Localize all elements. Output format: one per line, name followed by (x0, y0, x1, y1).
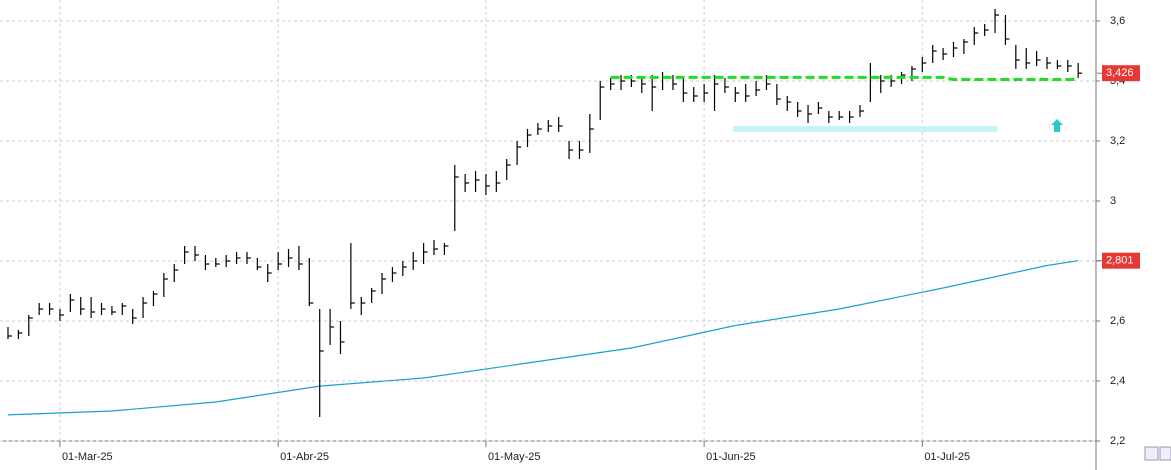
price-label-box (1102, 65, 1140, 82)
y-tick-label: 2,4 (1110, 375, 1125, 387)
up-arrow (1051, 119, 1063, 132)
y-tick-label: 3,2 (1110, 135, 1125, 147)
x-tick-label: 01-Mar-25 (62, 451, 113, 463)
price-label-box (1102, 252, 1140, 269)
y-tick-label: 2,6 (1110, 315, 1125, 327)
x-tick-label: 01-Jun-25 (706, 451, 756, 463)
x-tick-label: 01-Jul-25 (924, 451, 970, 463)
x-tick-label: 01-Abr-25 (280, 451, 329, 463)
x-tick-label: 01-May-25 (488, 451, 541, 463)
icon-button[interactable] (1144, 446, 1159, 461)
moving-average (7, 260, 1079, 416)
y-tick-label: 3,6 (1110, 15, 1125, 27)
support-line (610, 75, 1079, 81)
price-label: 3,426 (1106, 67, 1134, 79)
price-label: 2,801 (1106, 255, 1134, 267)
y-tick-label: 3 (1110, 195, 1116, 207)
icon-button[interactable] (1159, 446, 1171, 461)
y-tick-label: 2,2 (1110, 435, 1125, 447)
